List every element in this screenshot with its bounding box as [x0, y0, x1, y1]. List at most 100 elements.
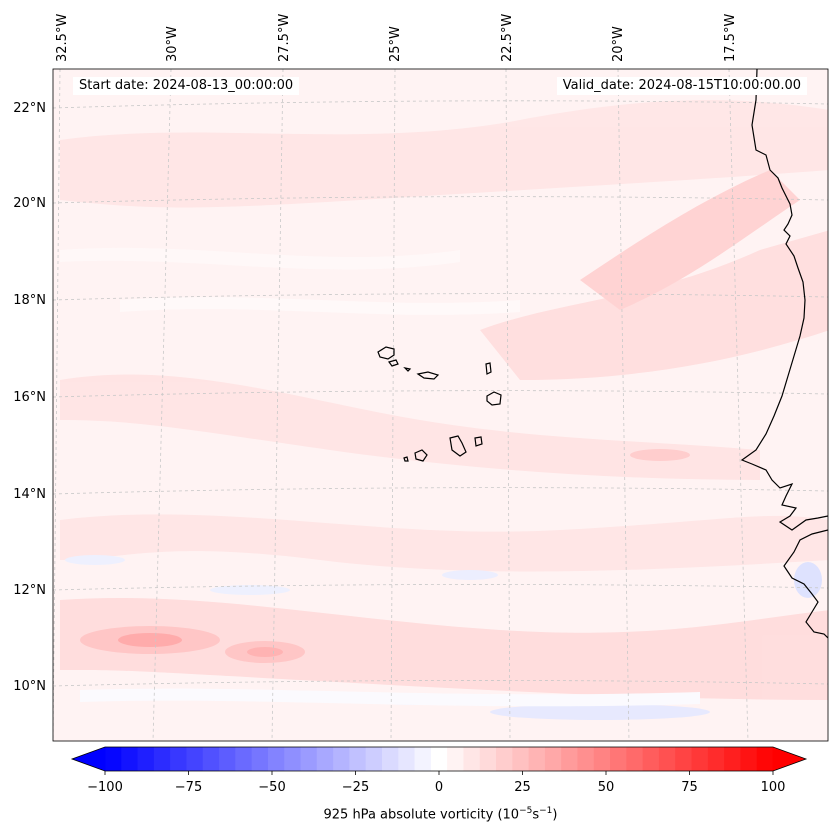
meridian-22-5W [505, 69, 511, 741]
positive-vorticity-band [60, 514, 828, 572]
colorbar-title: 925 hPa absolute vorticity (10−5s−1) [53, 806, 828, 822]
positive-vorticity-band [60, 374, 760, 480]
colorbar-tick-label: 50 [598, 780, 615, 795]
meridian-20W [617, 69, 630, 741]
colorbar-segment [267, 747, 285, 771]
positive-vorticity-band [60, 597, 828, 700]
island-santa-luzia [403, 367, 412, 372]
positive-vorticity-band [60, 100, 828, 208]
colorbar-segment [610, 747, 627, 771]
colorbar-tick-label: 75 [681, 780, 698, 795]
colorbar-segment [316, 747, 334, 771]
island-sal [485, 362, 492, 375]
colorbar-segment [430, 747, 448, 771]
island-santiago [449, 435, 467, 457]
colorbar-segment [658, 747, 676, 771]
meridian-27-5W [271, 69, 284, 741]
colorbar-segment [381, 747, 399, 771]
colorbar-segment [642, 747, 660, 771]
island-fogo [414, 449, 428, 462]
lon-label-32-5W: 32.5°W [55, 14, 70, 62]
colorbar-tick-label: −25 [342, 780, 369, 795]
colorbar-tick-label: −75 [175, 780, 202, 795]
colorbar-segment [512, 747, 530, 771]
longitude-labels: 32.5°W 30°W 27.5°W 25°W 22.5°W 20°W 17.5… [55, 14, 738, 62]
parallel-16N [53, 390, 828, 398]
cape-verde-islands [377, 346, 502, 462]
colorbar-segment [235, 747, 253, 771]
lat-label-18N: 18°N [13, 293, 46, 308]
negative-vorticity-patch [65, 555, 125, 565]
colorbar-segment [414, 747, 432, 771]
colorbar-unit-exponent-2: −1 [539, 806, 553, 816]
colorbar-segment [593, 747, 611, 771]
negative-vorticity-patch [210, 585, 290, 595]
lat-label-16N: 16°N [13, 390, 46, 405]
colorbar-segment [528, 747, 546, 771]
colorbar-segment [349, 747, 367, 771]
colorbar-segment [121, 747, 139, 771]
colorbar-segment [398, 747, 416, 771]
weak-vorticity-streak [120, 297, 520, 315]
colorbar-segment [251, 747, 269, 771]
start-date-label: Start date: 2024-08-13_00:00:00 [73, 77, 300, 95]
colorbar-segment [284, 747, 302, 771]
colorbar-segment [707, 747, 725, 771]
island-maio [474, 436, 483, 447]
lat-label-10N: 10°N [13, 679, 46, 694]
colorbar-segment [170, 747, 188, 771]
colorbar-segment [691, 747, 709, 771]
colorbar-segment [561, 747, 579, 771]
colorbar-segment [186, 747, 204, 771]
colorbar-unit-exponent-1: −5 [519, 806, 533, 816]
negative-vorticity-patch [794, 562, 822, 598]
colorbar-tick-label: 25 [514, 780, 531, 795]
parallel-18N [53, 293, 828, 301]
west-africa-coastline [740, 69, 828, 639]
colorbar-title-text: 925 hPa absolute vorticity (10 [323, 807, 520, 823]
colorbar-segment [626, 747, 644, 771]
colorbar-segment [365, 747, 383, 771]
vorticity-maximum [247, 647, 283, 657]
meridian-30W [152, 69, 172, 741]
colorbar-segment [300, 747, 318, 771]
colorbar-segment [463, 747, 481, 771]
colorbar-segments [72, 747, 806, 771]
lon-label-25W: 25°W [388, 26, 403, 62]
colorbar-segment [479, 747, 497, 771]
lon-label-20W: 20°W [611, 26, 626, 62]
colorbar-unit-close: ) [552, 807, 558, 823]
lon-label-27-5W: 27.5°W [277, 14, 292, 62]
lat-label-14N: 14°N [13, 487, 46, 502]
weak-vorticity-streak [60, 247, 460, 270]
colorbar-segment [153, 747, 171, 771]
valid-date-label: Valid_date: 2024-08-15T10:00:00.00 [556, 77, 807, 95]
parallel-10N [53, 680, 828, 687]
colorbar-segment [219, 747, 236, 771]
vorticity-maximum [630, 449, 690, 461]
colorbar-segment [756, 747, 774, 771]
colorbar-tick-label: 100 [761, 780, 786, 795]
meridian-17-5W [728, 69, 749, 741]
positive-vorticity-band [480, 230, 828, 380]
vorticity-field-patches [60, 100, 828, 720]
colorbar-segment [447, 747, 465, 771]
colorbar-tick-label: 0 [435, 780, 443, 795]
lon-label-17-5W: 17.5°W [723, 14, 738, 62]
colorbar-segment [333, 747, 350, 771]
island-sao-vicente [387, 359, 399, 367]
graticule [53, 69, 828, 741]
map-frame [52, 68, 829, 742]
meridian-32-5W [53, 69, 61, 741]
positive-vorticity-band [580, 170, 800, 310]
colorbar-segment [740, 747, 758, 771]
vorticity-maximum [118, 633, 182, 647]
colorbar: −100 −75 −50 −25 0 25 50 75 100 [70, 746, 808, 795]
parallel-20N [53, 196, 828, 204]
parallel-12N [53, 584, 828, 591]
colorbar-extend-min [72, 747, 106, 771]
colorbar-ticks: −100 −75 −50 −25 0 25 50 75 100 [87, 771, 785, 795]
island-boa-vista [486, 391, 502, 406]
colorbar-segment [675, 747, 693, 771]
